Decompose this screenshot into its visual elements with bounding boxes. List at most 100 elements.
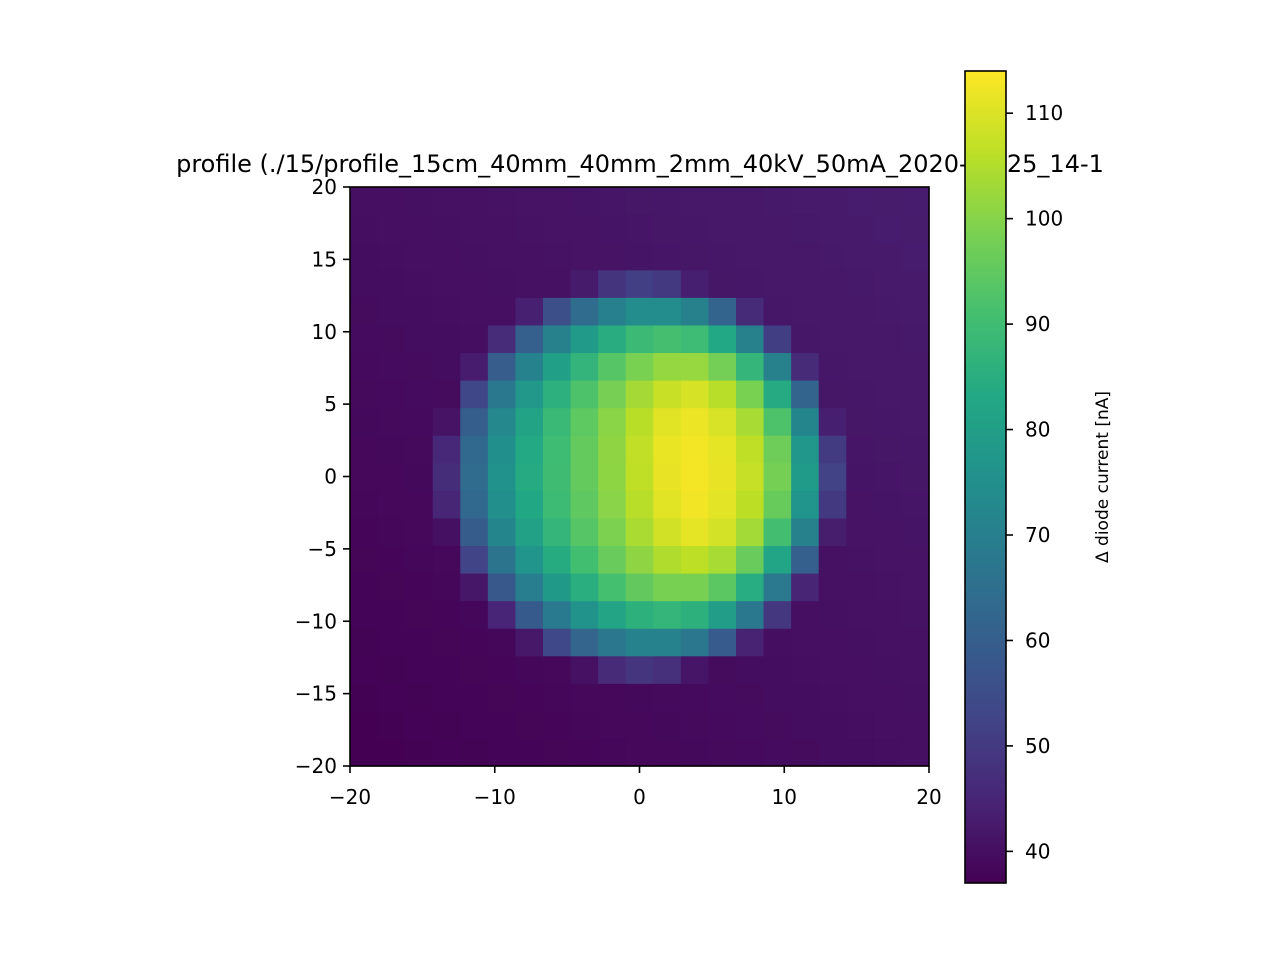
- heatmap-cell: [570, 380, 599, 409]
- heatmap-cell: [350, 297, 379, 326]
- heatmap-cell: [543, 187, 572, 216]
- heatmap-cell: [432, 462, 461, 491]
- y-tick-label: 0: [324, 465, 337, 489]
- heatmap-cell: [846, 462, 875, 491]
- heatmap-cell: [405, 269, 434, 298]
- heatmap-cell: [487, 655, 517, 684]
- heatmap-cell: [736, 628, 765, 657]
- heatmap-cell: [680, 710, 710, 740]
- colorbar-tick-label: 80: [1025, 418, 1050, 442]
- heatmap-cell: [846, 517, 875, 547]
- heatmap-cell: [570, 297, 599, 326]
- heatmap-cell: [487, 545, 517, 574]
- heatmap-cell: [377, 352, 406, 381]
- heatmap-cell: [405, 297, 434, 326]
- heatmap-cell: [873, 407, 903, 436]
- heatmap-cell: [873, 435, 903, 464]
- heatmap-cell: [680, 187, 710, 216]
- heatmap-cell: [570, 600, 599, 629]
- heatmap-cell: [487, 600, 517, 629]
- heatmap-cell: [763, 380, 792, 409]
- heatmap-cell: [570, 655, 599, 684]
- heatmap-cell: [515, 435, 544, 464]
- heatmap-cell: [377, 214, 406, 243]
- heatmap-cell: [736, 683, 765, 712]
- heatmap-cell: [515, 655, 544, 684]
- colorbar: [964, 70, 1007, 884]
- heatmap-cell: [763, 600, 792, 629]
- heatmap-cell: [901, 435, 930, 464]
- heatmap-cell: [543, 710, 572, 740]
- heatmap-cell: [763, 710, 792, 740]
- heatmap-cell: [598, 655, 627, 684]
- heatmap-cell: [487, 187, 517, 216]
- heatmap-cell: [846, 738, 875, 767]
- heatmap-cell: [763, 242, 792, 271]
- heatmap-cell: [460, 435, 489, 464]
- heatmap-cell: [487, 738, 517, 767]
- heatmap-cell: [487, 573, 517, 602]
- heatmap-cell: [736, 407, 765, 436]
- heatmap-cell: [818, 435, 847, 464]
- heatmap-cell: [405, 655, 434, 684]
- heatmap-cell: [625, 710, 654, 740]
- colorbar-axis: 40 50 60 70 80 90 100 110: [1006, 101, 1063, 863]
- y-tick-label: 15: [312, 247, 337, 271]
- heatmap-cell: [708, 462, 737, 491]
- heatmap-cell: [901, 407, 930, 436]
- heatmap-cell: [818, 187, 847, 216]
- heatmap-cell: [873, 683, 903, 712]
- heatmap-cell: [901, 214, 930, 243]
- heatmap-cell: [543, 628, 572, 657]
- heatmap-cell: [763, 628, 792, 657]
- heatmap-cell: [873, 490, 903, 519]
- heatmap-cell: [405, 187, 434, 216]
- heatmap-cell: [515, 683, 544, 712]
- heatmap-cell: [846, 490, 875, 519]
- heatmap-cell: [901, 490, 930, 519]
- heatmap-cell: [763, 407, 792, 436]
- heatmap-cell: [543, 655, 572, 684]
- heatmap-cell: [680, 324, 710, 354]
- heatmap-cell: [405, 214, 434, 243]
- heatmap-cell: [708, 600, 737, 629]
- heatmap-cell: [846, 600, 875, 629]
- heatmap-cell: [432, 214, 461, 243]
- heatmap-cell: [350, 573, 379, 602]
- heatmap-cell: [377, 573, 406, 602]
- heatmap-cell: [625, 545, 654, 574]
- heatmap-cell: [487, 490, 517, 519]
- heatmap-cell: [350, 242, 379, 271]
- heatmap-cell: [901, 628, 930, 657]
- heatmap-cell: [873, 352, 903, 381]
- heatmap-cell: [763, 573, 792, 602]
- heatmap-cell: [873, 380, 903, 409]
- heatmap-cell: [791, 297, 820, 326]
- heatmap-cell: [598, 407, 627, 436]
- heatmap-cell: [708, 297, 737, 326]
- heatmap-cell: [350, 269, 379, 298]
- heatmap-cell: [791, 407, 820, 436]
- heatmap-cell: [901, 545, 930, 574]
- heatmap-cell: [598, 242, 627, 271]
- heatmap-cell: [487, 242, 517, 271]
- heatmap-cell: [653, 545, 682, 574]
- heatmap-cell: [818, 380, 847, 409]
- colorbar-tick-label: 40: [1025, 839, 1050, 863]
- heatmap-cell: [350, 545, 379, 574]
- heatmap-cell: [350, 517, 379, 547]
- heatmap-cell: [791, 435, 820, 464]
- heatmap-cell: [405, 407, 434, 436]
- heatmap-cell: [901, 380, 930, 409]
- heatmap-cell: [791, 214, 820, 243]
- heatmap-cell: [653, 683, 682, 712]
- heatmap-cell: [487, 683, 517, 712]
- heatmap-cell: [460, 738, 489, 767]
- heatmap-cell: [460, 297, 489, 326]
- heatmap-cell: [377, 242, 406, 271]
- heatmap-cell: [818, 655, 847, 684]
- heatmap-cell: [543, 407, 572, 436]
- heatmap-cell: [846, 324, 875, 354]
- heatmap-cell: [377, 407, 406, 436]
- heatmap-cell: [901, 738, 930, 767]
